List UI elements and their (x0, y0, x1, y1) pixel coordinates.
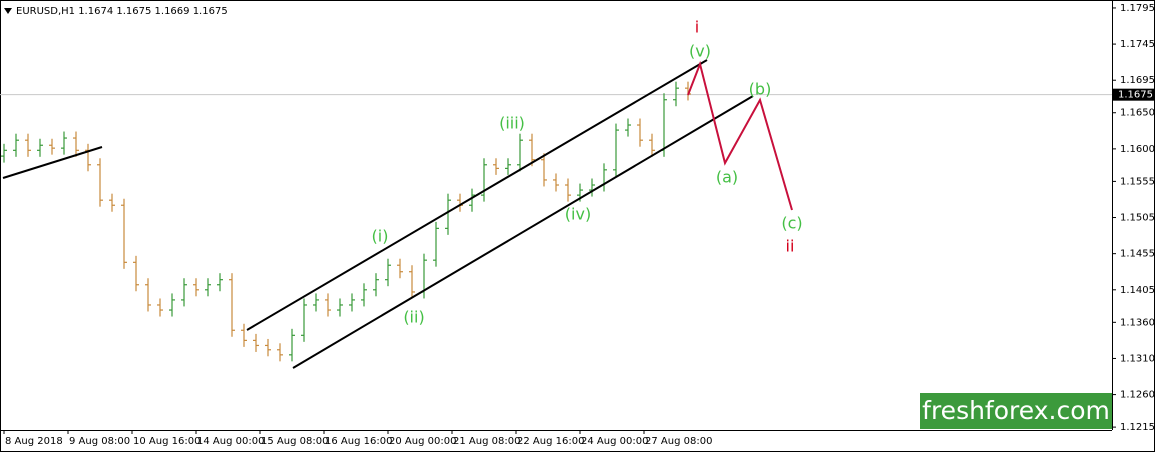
projection (687, 60, 793, 211)
channel-lower (292, 95, 754, 369)
y-tick-label: 1.1215 (1120, 422, 1155, 433)
current-price-label: 1.1675 (1118, 90, 1153, 101)
wave-label: (iii) (499, 114, 525, 133)
y-tick-label: 1.1505 (1120, 213, 1155, 224)
x-tick-label: 15 Aug 08:00 (261, 436, 328, 447)
x-tick-label: 8 Aug 2018 (5, 436, 63, 447)
wave-label: (ii) (403, 308, 424, 327)
channel-upper (246, 59, 708, 331)
wave-label: (c) (781, 214, 802, 233)
y-tick-label: 1.1260 (1120, 390, 1155, 401)
y-tick-label: 1.1745 (1120, 39, 1155, 50)
x-tick-label: 14 Aug 00:00 (197, 436, 264, 447)
watermark-box (920, 393, 1112, 429)
y-tick-label: 1.1695 (1120, 75, 1155, 86)
wave-label: (v) (689, 42, 711, 61)
y-tick-label: 1.1455 (1120, 249, 1155, 260)
y-tick-label: 1.1405 (1120, 285, 1155, 296)
y-tick-label: 1.1600 (1120, 144, 1155, 155)
x-tick-label: 22 Aug 16:00 (517, 436, 584, 447)
wave-label: (i) (372, 227, 389, 246)
y-tick-label: 1.1555 (1120, 176, 1155, 187)
plot (0, 81, 1112, 362)
x-tick-label: 27 Aug 08:00 (645, 436, 712, 447)
symbol-header: EURUSD,H1 1.1674 1.1675 1.1669 1.1675 (16, 6, 228, 17)
y-tick-label: 1.1360 (1120, 317, 1155, 328)
y-tick-label: 1.1310 (1120, 353, 1155, 364)
x-tick-label: 9 Aug 08:00 (69, 436, 130, 447)
menu-arrow (4, 8, 12, 14)
current-price-tag (1113, 88, 1155, 101)
wave-label: i (695, 18, 699, 37)
wave-label: (iv) (565, 205, 591, 224)
y-tick-label: 1.1795 (1120, 3, 1155, 14)
wave-label: ii (786, 237, 795, 256)
x-tick-label: 20 Aug 00:00 (389, 436, 456, 447)
wave-label: (a) (716, 168, 738, 187)
watermark: freshforex.com (922, 396, 1110, 425)
x-tick-label: 21 Aug 08:00 (453, 436, 520, 447)
y-tick-label: 1.1650 (1120, 108, 1155, 119)
wave-label: (b) (749, 80, 772, 99)
x-tick-label: 16 Aug 16:00 (325, 436, 392, 447)
trend-line (2, 146, 103, 179)
x-tick-label: 10 Aug 16:00 (133, 436, 200, 447)
x-tick-label: 24 Aug 00:00 (581, 436, 648, 447)
